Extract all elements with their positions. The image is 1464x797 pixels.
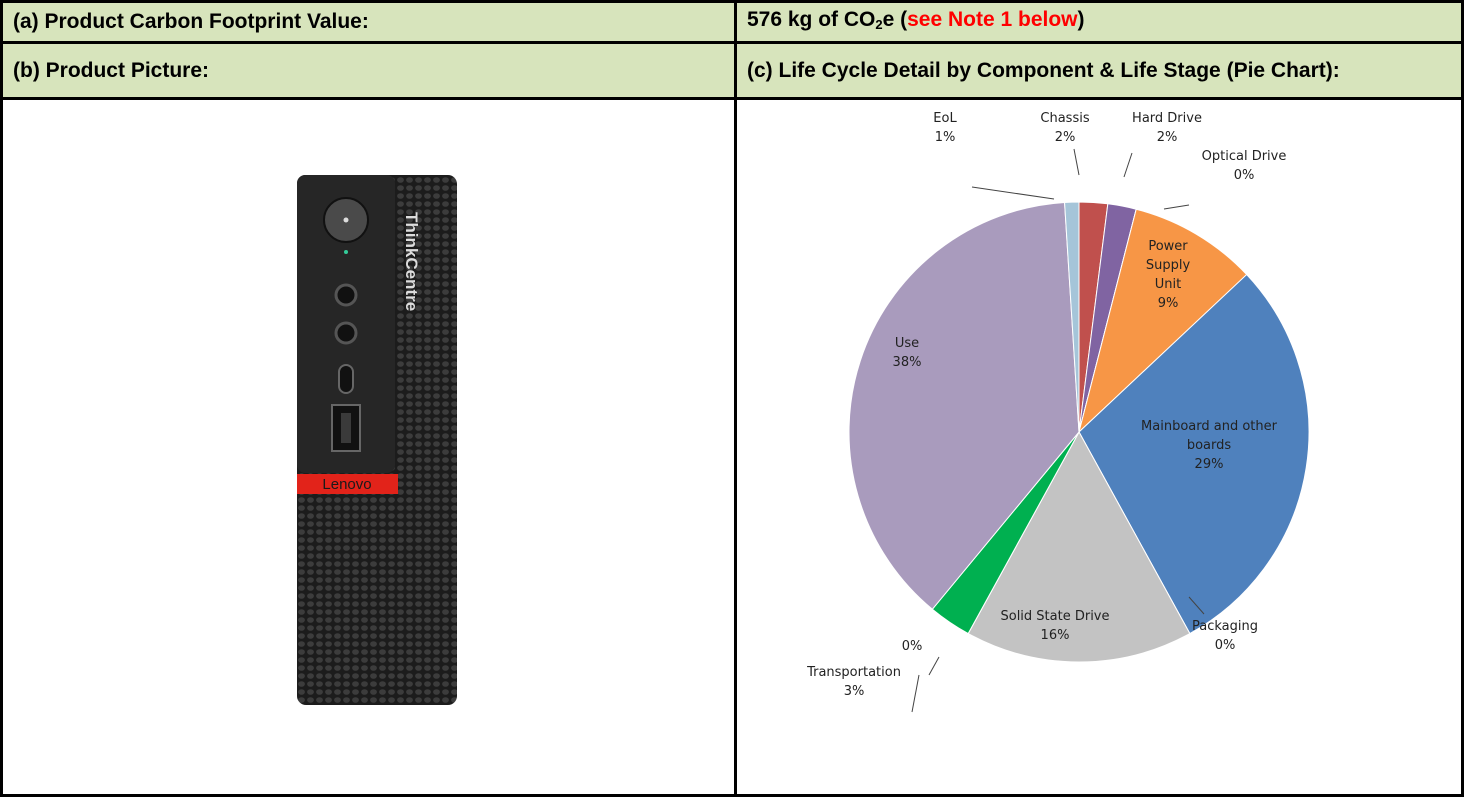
slice-value: 16% — [980, 626, 1130, 645]
mic-jack — [336, 323, 356, 343]
slice-value: 29% — [1139, 455, 1279, 474]
value-close: ) — [1078, 8, 1085, 31]
slice-value: 1% — [870, 128, 1020, 147]
chart-title: (c) Life Cycle Detail by Component & Lif… — [747, 60, 1340, 82]
slice-label: 0% — [837, 637, 987, 656]
slice-value: 0% — [837, 637, 987, 656]
slice-name: EoL — [870, 109, 1020, 128]
usb-c-port — [339, 365, 353, 393]
slice-value: 2% — [1092, 128, 1242, 147]
slice-name: Hard Drive — [1092, 109, 1242, 128]
slice-name: Solid State Drive — [980, 607, 1130, 626]
value-text: 576 kg of CO — [747, 8, 875, 31]
slice-value: 38% — [832, 353, 982, 372]
product-picture: Lenovo ThinkCentre — [0, 0, 737, 729]
value-suffix: e ( — [883, 8, 908, 31]
usb-a-tongue — [341, 413, 351, 443]
slice-name: Transportation — [779, 663, 929, 682]
slice-name: Optical Drive — [1169, 147, 1319, 166]
slice-value: 9% — [1093, 294, 1243, 313]
power-led — [344, 218, 349, 223]
slice-value: 3% — [779, 682, 929, 701]
slice-value: 0% — [1169, 166, 1319, 185]
slice-name: Use — [832, 334, 982, 353]
slice-name: Mainboard and other boards — [1139, 417, 1279, 455]
footprint-value-cell: 576 kg of CO2e (see Note 1 below) — [734, 0, 1464, 44]
activity-led — [344, 250, 348, 254]
audio-jack — [336, 285, 356, 305]
brand-text: Lenovo — [322, 476, 371, 493]
footprint-value: 576 kg of CO2e (see Note 1 below) — [747, 9, 1085, 36]
value-subscript: 2 — [875, 17, 882, 32]
slice-value: 0% — [1150, 636, 1300, 655]
chart-title-cell: (c) Life Cycle Detail by Component & Lif… — [734, 41, 1464, 100]
model-text: ThinkCentre — [402, 212, 421, 311]
page: (a) Product Carbon Footprint Value: 576 … — [0, 0, 1464, 729]
note-link: see Note 1 below — [907, 8, 1077, 31]
slice-name: Packaging — [1150, 617, 1300, 636]
slice-name: Power Supply Unit — [1138, 237, 1198, 294]
